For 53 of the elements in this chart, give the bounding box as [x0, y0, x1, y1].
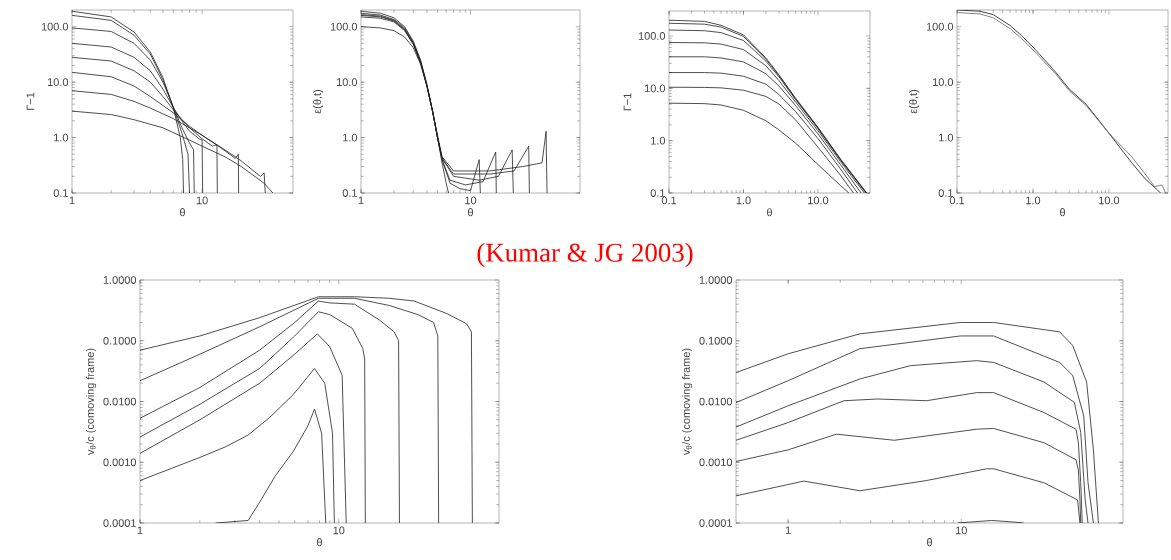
x-axis-title: θ	[927, 538, 932, 547]
x-tick-label: 1	[137, 526, 143, 535]
x-tick-label: 10	[955, 526, 967, 535]
y-tick-label: 0.0001	[103, 519, 136, 527]
x-axis-title: θ	[180, 208, 185, 217]
y-tick-label: 0.0010	[699, 458, 733, 467]
y-tick-label: 0.1000	[699, 336, 733, 345]
y-tick-label: 0.1	[650, 189, 665, 197]
y-axis-title: ε(θ,t)	[313, 90, 324, 114]
x-axis-title: θ	[1060, 208, 1065, 217]
x-axis-title: θ	[317, 538, 322, 547]
y-tick-label: 10.0	[336, 78, 358, 87]
x-tick-label: 1	[358, 196, 364, 205]
y-axis-title: v$_{θ}$/c (comoving frame)	[85, 348, 97, 456]
y-tick-label: 100.0	[638, 32, 666, 40]
y-tick-label: 0.1	[53, 189, 68, 197]
y-axis-title: v$_{θ}$/c (comoving frame)	[681, 348, 693, 456]
x-tick-label: 1	[69, 196, 75, 205]
y-tick-label: 10.0	[47, 78, 69, 87]
x-tick-label: 10	[465, 196, 477, 205]
x-tick-label: 1.0	[1026, 196, 1041, 205]
y-tick-label: 1.0	[343, 133, 358, 142]
y-tick-label: 100.0	[926, 22, 954, 31]
x-tick-label: 10	[196, 196, 208, 205]
y-tick-label: 10.0	[644, 84, 666, 93]
y-tick-label: 0.0100	[103, 397, 137, 406]
y-tick-label: 100.0	[330, 22, 358, 31]
y-axis-title: Γ−1	[26, 92, 35, 110]
y-axis-title: ε(θ,t)	[909, 89, 920, 114]
y-tick-label: 0.0100	[699, 397, 733, 406]
y-axis-title: Γ−1	[623, 93, 632, 111]
y-tick-label: 10.0	[932, 78, 954, 87]
y-tick-label: 1.0	[54, 133, 69, 142]
x-axis-title: θ	[767, 208, 772, 217]
y-tick-label: 0.0010	[103, 458, 137, 467]
x-tick-label: 1.0	[736, 196, 751, 205]
y-tick-label: 0.1000	[103, 336, 137, 345]
y-tick-label: 1.0000	[103, 276, 137, 284]
x-tick-label: 10.0	[808, 196, 829, 205]
y-tick-label: 1.0	[651, 136, 666, 145]
x-axis-title: θ	[468, 208, 473, 217]
text: (Kumar & JG 2003)	[477, 242, 693, 268]
y-tick-label: 0.0001	[699, 519, 732, 527]
y-tick-label: 0.1	[342, 189, 357, 197]
y-tick-label: 0.1	[938, 189, 953, 197]
x-tick-label: 1	[785, 526, 791, 535]
y-tick-label: 1.0	[939, 133, 954, 142]
x-tick-label: 0.1	[661, 196, 677, 205]
x-tick-label: 0.1	[949, 196, 965, 205]
y-tick-label: 100.0	[41, 22, 69, 31]
x-tick-label: 10	[333, 526, 345, 535]
x-tick-label: 10.0	[1099, 196, 1120, 205]
y-tick-label: 1.0000	[699, 276, 733, 284]
